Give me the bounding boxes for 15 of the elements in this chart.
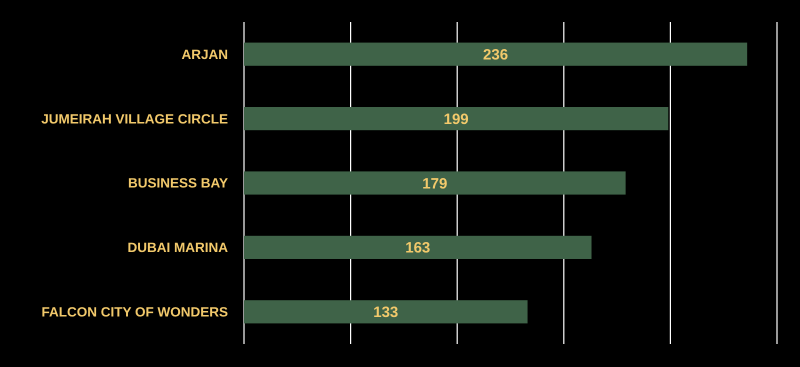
data-label: 179: [422, 175, 448, 192]
y-tick-label: BUSINESS BAY: [128, 176, 228, 191]
data-label: 163: [405, 240, 430, 257]
data-label: 133: [373, 304, 398, 322]
bar: [244, 42, 748, 66]
data-label: 199: [444, 110, 469, 128]
bar: [244, 171, 626, 195]
y-tick-label: ARJAN: [181, 46, 228, 62]
data-label: 236: [483, 46, 508, 64]
bar: [244, 300, 528, 324]
bar: [244, 107, 668, 130]
y-tick-label: FALCON CITY OF WONDERS: [41, 304, 228, 320]
y-tick-label: DUBAI MARINA: [128, 240, 228, 256]
y-tick-label: JUMEIRAH VILLAGE CIRCLE: [41, 111, 228, 126]
bar: [244, 236, 592, 259]
